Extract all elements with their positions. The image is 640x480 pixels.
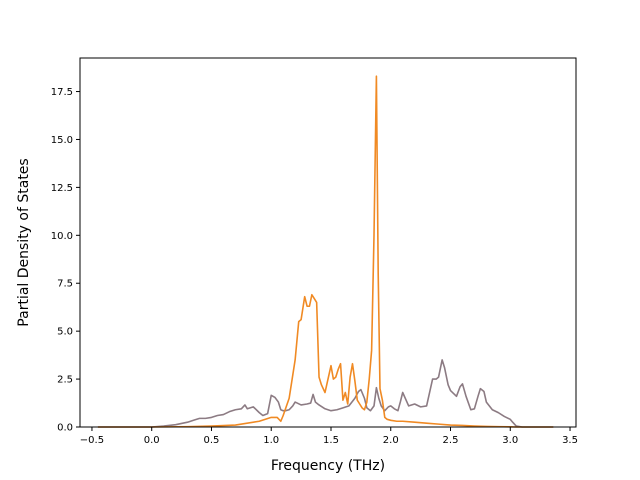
- y-tick-label: 15.0: [51, 135, 73, 146]
- x-tick-label: 3.5: [562, 435, 578, 446]
- x-tick-label: 2.5: [443, 435, 459, 446]
- y-tick-label: 7.5: [57, 279, 73, 290]
- plot-frame: [79, 57, 577, 428]
- x-tick-label: 2.0: [383, 435, 399, 446]
- series-line-1: [97, 359, 554, 428]
- y-tick-label: 2.5: [57, 375, 73, 386]
- x-tick-label: 0.0: [144, 435, 160, 446]
- y-tick-label: 5.0: [57, 327, 73, 338]
- y-axis-ticks: 0.0 2.5 5.0 7.5 10.0 12.5 15.0 17.5: [51, 87, 80, 434]
- x-tick-label: −0.5: [80, 435, 104, 446]
- x-tick-label: 0.5: [204, 435, 220, 446]
- y-tick-label: 0.0: [57, 423, 73, 434]
- x-tick-label: 1.0: [263, 435, 279, 446]
- x-axis-label: Frequency (THz): [271, 458, 385, 474]
- y-tick-label: 12.5: [51, 183, 73, 194]
- series-line-2: [97, 75, 554, 428]
- y-tick-label: 17.5: [51, 87, 73, 98]
- x-axis-ticks: −0.5 0.0 0.5 1.0 1.5 2.0 2.5 3.0 3.5: [80, 427, 578, 446]
- x-tick-label: 3.0: [502, 435, 518, 446]
- y-axis-label: Partial Density of States: [16, 158, 32, 326]
- x-tick-label: 1.5: [323, 435, 339, 446]
- series-layer: [97, 75, 554, 428]
- y-tick-label: 10.0: [51, 231, 73, 242]
